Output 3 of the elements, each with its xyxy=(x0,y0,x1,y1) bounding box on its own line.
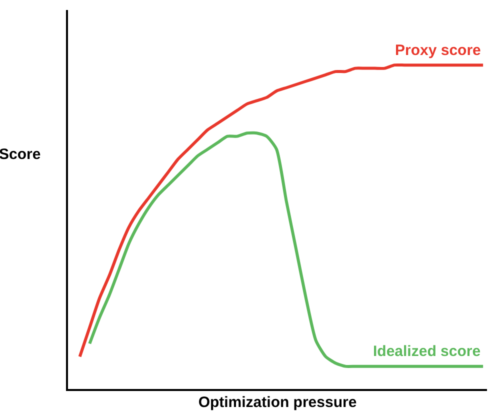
series-label: Idealized score xyxy=(373,343,481,360)
x-axis-title: Optimization pressure xyxy=(198,394,357,411)
series-label: Proxy score xyxy=(395,42,481,59)
